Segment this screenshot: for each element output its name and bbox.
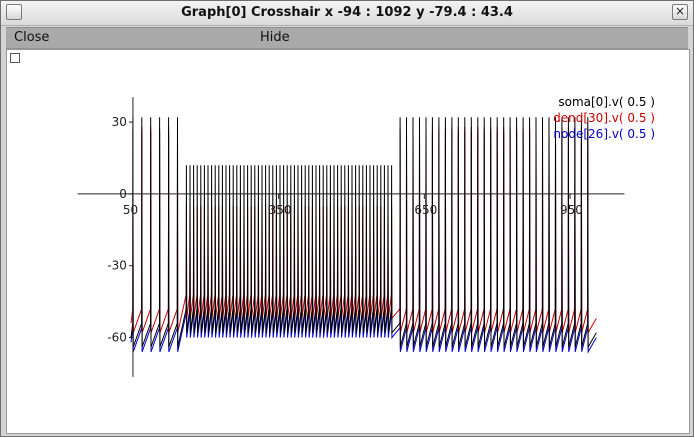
legend-item-soma: soma[0].v( 0.5 ) bbox=[558, 95, 655, 109]
legend-item-node: node[26].v( 0.5 ) bbox=[553, 127, 655, 141]
y-tick-label: 0 bbox=[119, 187, 127, 201]
graph-checkbox[interactable] bbox=[10, 53, 20, 63]
x-tick-label: 50 bbox=[123, 203, 138, 217]
y-tick-label: -60 bbox=[107, 331, 127, 345]
hide-menu-button[interactable]: Hide bbox=[260, 30, 290, 45]
voltage-plot: 50 350 650 950 30 0 -30 -60 soma[0].v( 0.5 ) den… bbox=[77, 95, 655, 377]
close-icon[interactable]: × bbox=[672, 4, 688, 20]
ticks: 50 350 650 950 30 0 -30 -60 bbox=[107, 115, 583, 344]
x-tick-label: 350 bbox=[269, 203, 292, 217]
window-title: Graph[0] Crosshair x -94 : 1092 y -79.4 … bbox=[181, 5, 513, 20]
graph-canvas[interactable]: 50 350 650 950 30 0 -30 -60 soma[0].v( 0.5 ) den… bbox=[6, 49, 690, 434]
window-menu-icon[interactable] bbox=[6, 4, 22, 20]
x-tick-label: 950 bbox=[560, 203, 583, 217]
legend-item-dend: dend[30].v( 0.5 ) bbox=[553, 111, 655, 125]
y-tick-label: -30 bbox=[107, 259, 127, 273]
traces bbox=[130, 117, 597, 354]
menu-bar: Close Hide bbox=[6, 27, 688, 49]
title-bar[interactable]: Graph[0] Crosshair x -94 : 1092 y -79.4 … bbox=[1, 1, 693, 26]
legend: soma[0].v( 0.5 ) dend[30].v( 0.5 ) node[26… bbox=[553, 95, 655, 141]
x-tick-label: 650 bbox=[414, 203, 437, 217]
series-soma-line bbox=[130, 117, 597, 349]
y-tick-label: 30 bbox=[112, 115, 127, 129]
close-menu-button[interactable]: Close bbox=[14, 30, 50, 45]
